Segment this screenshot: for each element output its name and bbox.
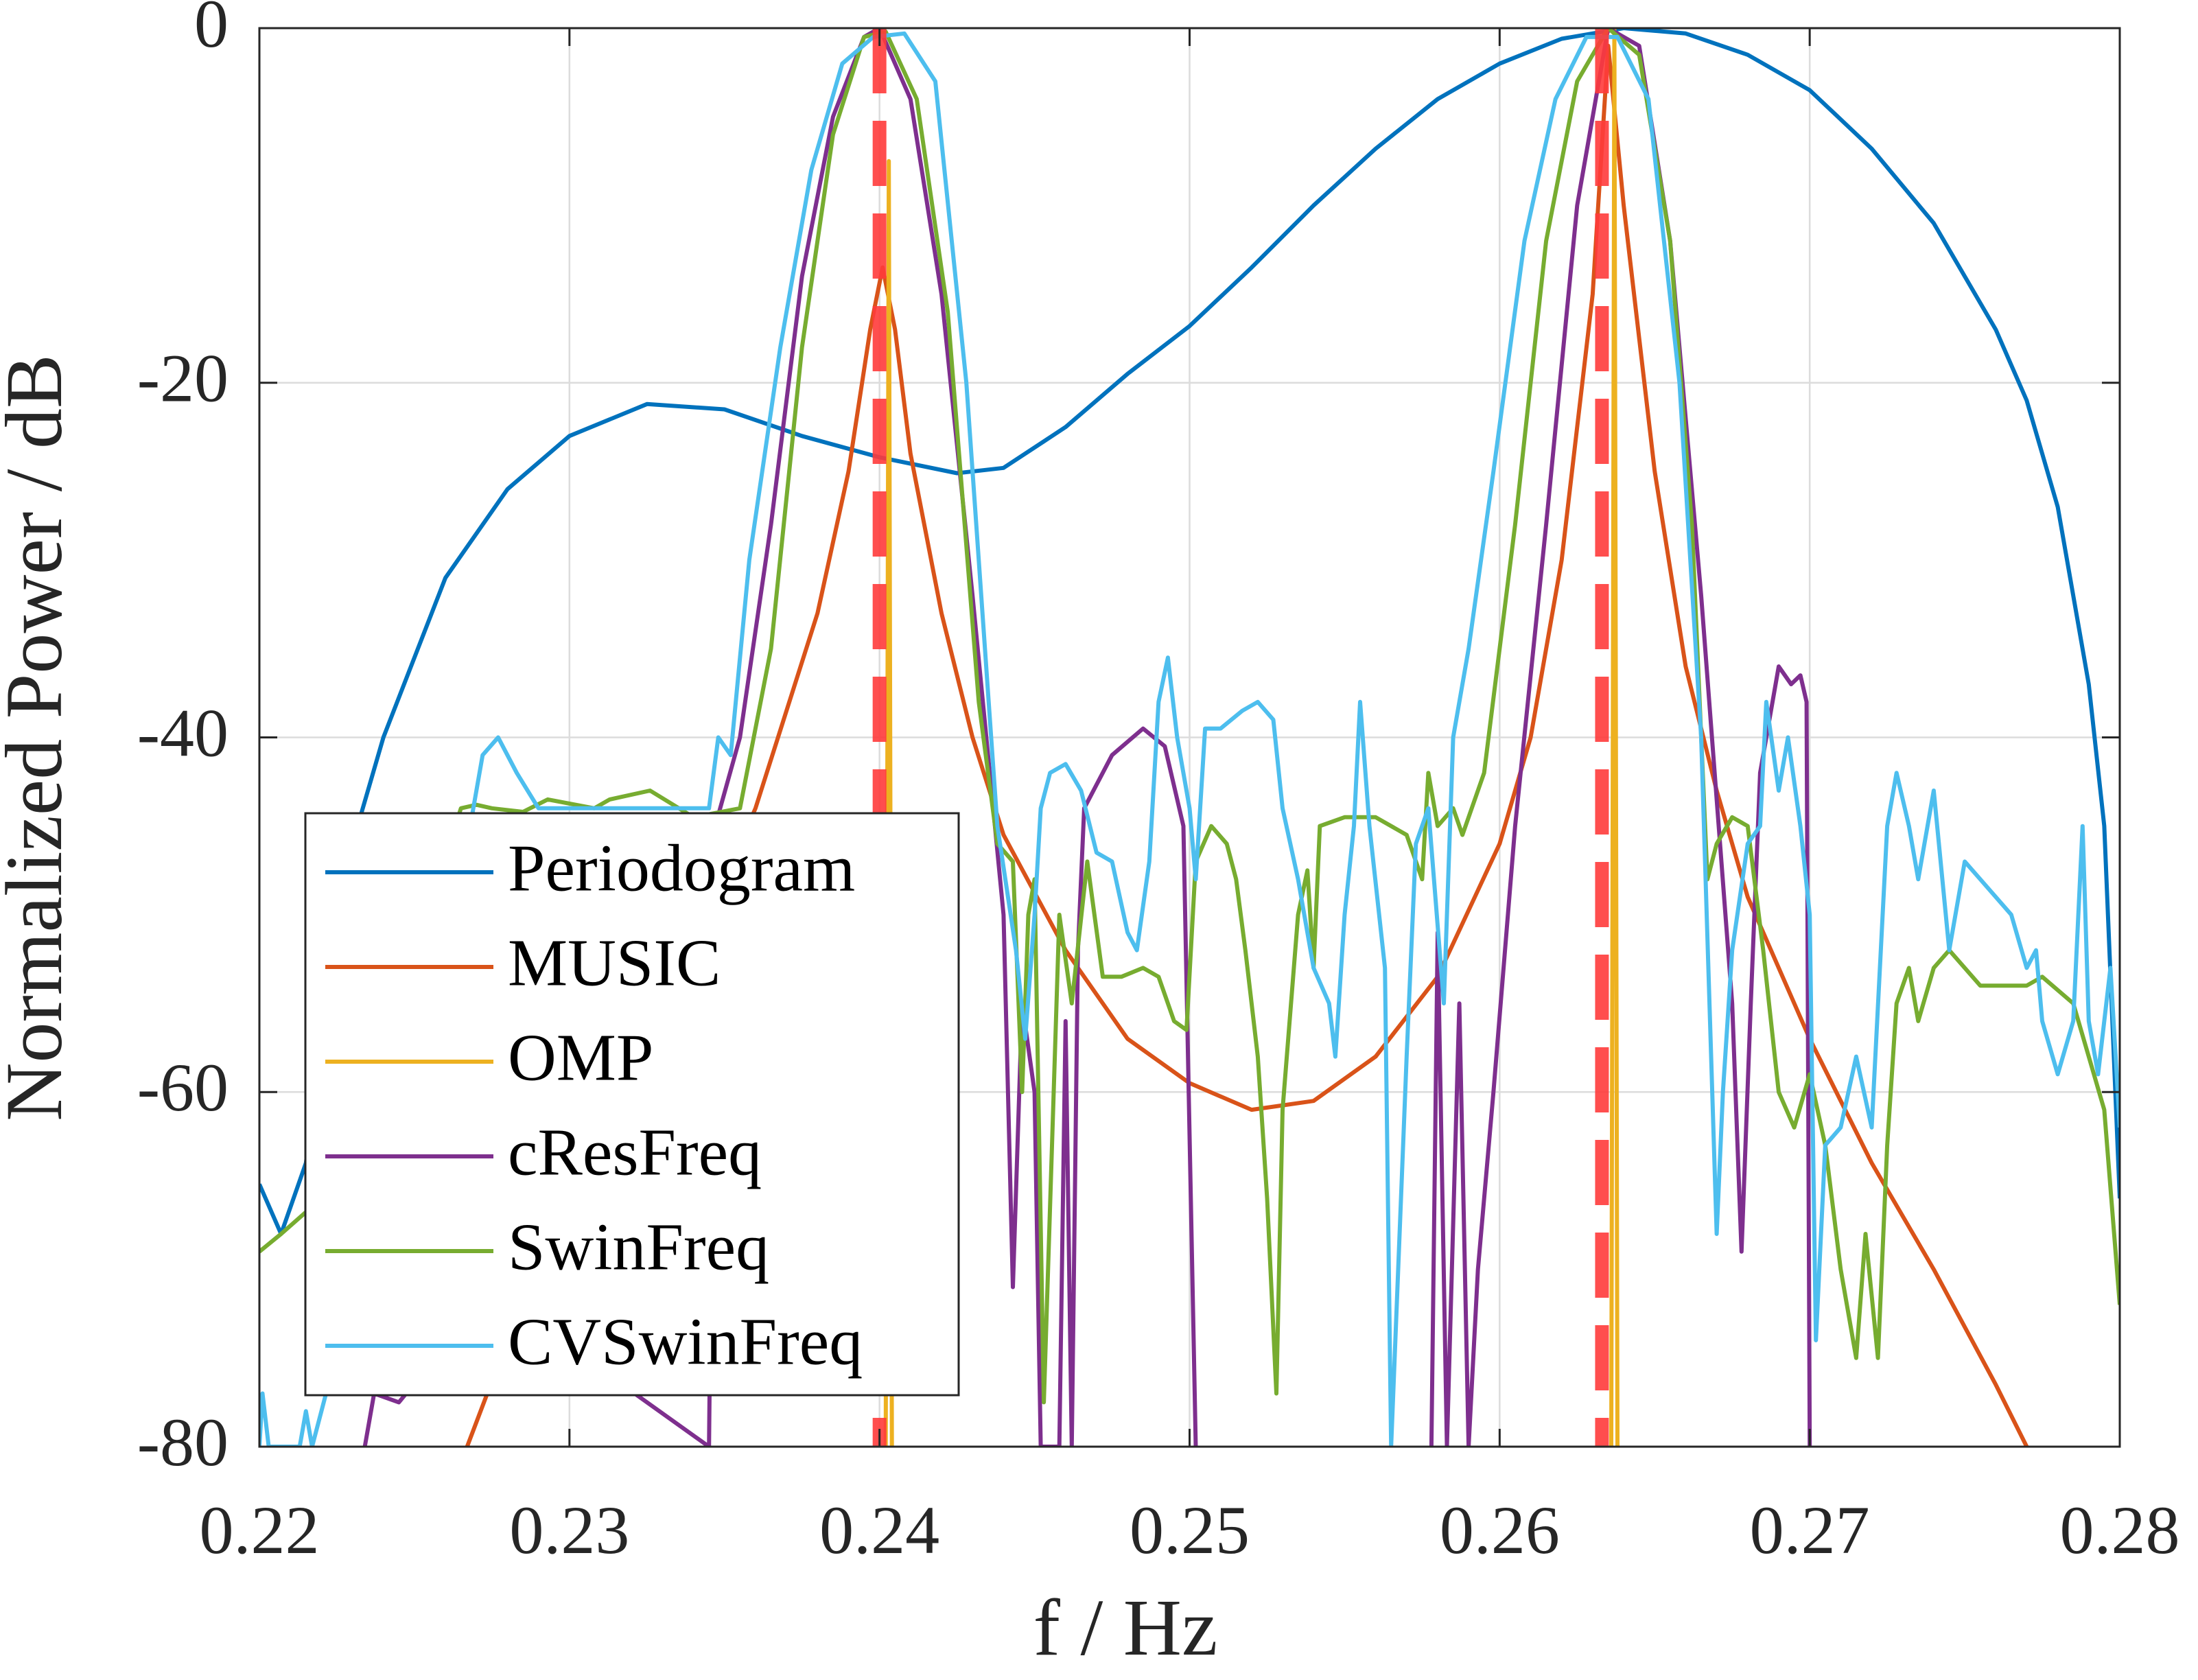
y-tick-label: -60 [137, 1049, 229, 1125]
ticks: 0.22 0.23 0.24 0.25 0.26 0.27 0.28 -80 -60 -40 -20… [137, 0, 2180, 1568]
legend-label: MUSIC [508, 926, 721, 1000]
x-tick-label: 0.25 [1130, 1492, 1250, 1568]
y-tick-label: 0 [194, 0, 229, 62]
y-axis-label: Normalized Power / dB [0, 354, 79, 1121]
lines [259, 28, 2120, 1447]
x-tick-label: 0.26 [1440, 1492, 1560, 1568]
x-tick-label: 0.28 [2060, 1492, 2180, 1568]
x-tick-label: 0.24 [819, 1492, 939, 1568]
y-tick-label: -80 [137, 1404, 229, 1480]
legend-label: Periodogram [508, 831, 855, 905]
series-line [259, 31, 2120, 1447]
legend-label: CVSwinFreq [508, 1305, 863, 1379]
x-axis-label: f / Hz [1033, 1583, 1218, 1672]
y-tick-label: -20 [137, 340, 229, 417]
legend: Periodogram MUSIC OMP cResFreq SwinFreq CVSwi… [304, 812, 960, 1397]
legend-label: SwinFreq [508, 1210, 769, 1284]
legend-box [304, 812, 960, 1397]
legend-label: cResFreq [508, 1115, 762, 1189]
series-line [259, 28, 2120, 1236]
x-tick-label: 0.22 [200, 1492, 320, 1568]
legend-label: OMP [508, 1020, 653, 1095]
x-tick-label: 0.23 [509, 1492, 629, 1568]
y-tick-label: -40 [137, 695, 229, 771]
x-tick-label: 0.27 [1750, 1492, 1870, 1568]
series-line [259, 28, 2120, 1405]
